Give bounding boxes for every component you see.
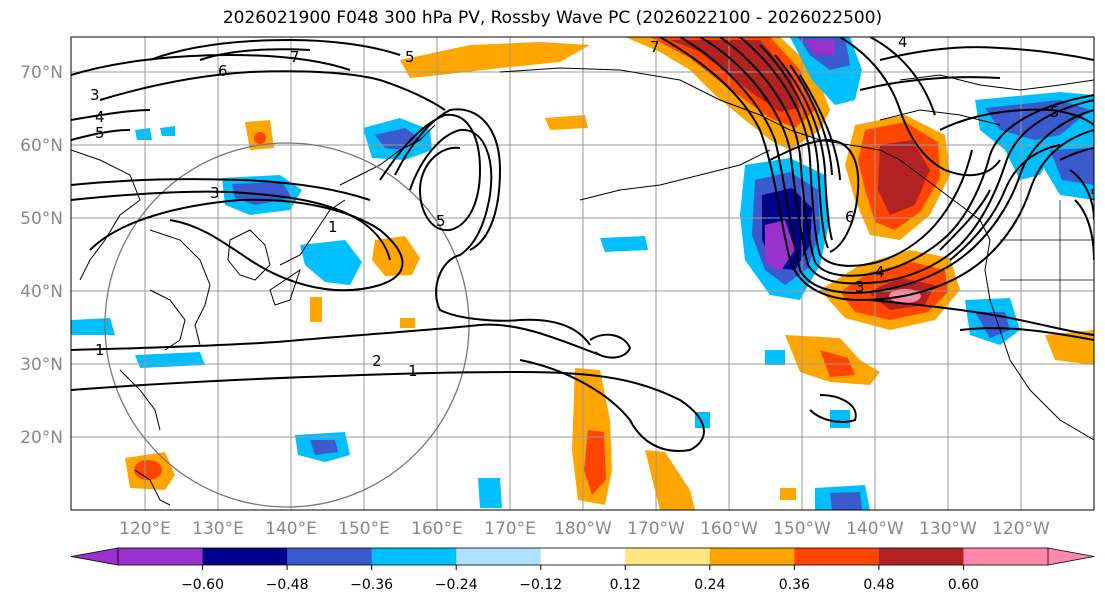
lat-label: 40°N	[20, 282, 63, 302]
lon-label: 130°W	[919, 519, 977, 539]
colorbar-tick-label: −0.48	[266, 577, 309, 593]
contour-label: 3	[90, 86, 100, 104]
colorbar-tick-label: −0.12	[519, 577, 562, 593]
contour-labels: 3 4 5 6 7 5 3 1 5 1 2 1 5 3 4 6 5 4 7	[90, 33, 1100, 380]
colorbar-swatch	[963, 548, 1049, 565]
map-border	[70, 36, 1095, 511]
contour-label: 1	[408, 362, 418, 380]
colorbar-swatch	[878, 548, 964, 565]
lon-label: 130°E	[192, 519, 244, 539]
lon-label: 150°W	[773, 519, 831, 539]
colorbar-swatch	[794, 548, 880, 565]
latitude-labels: 70°N 60°N 50°N 40°N 30°N 20°N	[20, 63, 63, 448]
shade-positive-alaska-inner	[670, 40, 800, 112]
contour-label: 5	[1090, 186, 1100, 204]
colorbar-tick-label: 0.12	[610, 577, 641, 593]
lon-label: 160°E	[411, 519, 463, 539]
chart-title: 2026021900 F048 300 hPa PV, Rossby Wave …	[222, 8, 883, 28]
pv-contours	[71, 37, 1094, 452]
colorbar-swatch	[625, 548, 711, 565]
lon-label: 180°W	[554, 519, 612, 539]
lat-label: 20°N	[20, 428, 63, 448]
contour-label: 6	[218, 62, 228, 80]
contour-label: 4	[875, 263, 885, 281]
colorbar-tick-label: 0.36	[779, 577, 810, 593]
shade-positive-streak1-core	[584, 430, 606, 495]
contour-label: 7	[290, 48, 300, 66]
coastlines	[71, 67, 1094, 506]
contour-label: 7	[650, 38, 660, 56]
shade-negative-sea	[300, 240, 362, 285]
colorbar-frame	[117, 547, 1049, 566]
contour-label: 3	[855, 278, 865, 296]
longitude-labels: 120°E 130°E 140°E 150°E 160°E 170°E 180°…	[119, 519, 1050, 539]
shade-positive-streak2	[645, 450, 695, 510]
contour-label: 5	[436, 212, 446, 230]
lon-label: 120°W	[992, 519, 1050, 539]
colorbar: −0.60 −0.48 −0.36 −0.24 −0.12 0.12 0.24 0.36 0.4…	[70, 547, 1095, 593]
lat-label: 50°N	[20, 209, 63, 229]
contour-label: 2	[372, 352, 382, 370]
contour-label: 6	[845, 208, 855, 226]
lon-label: 150°E	[338, 519, 390, 539]
colorbar-tick-label: 0.60	[948, 577, 979, 593]
colorbar-tick-label: −0.36	[350, 577, 393, 593]
colorbar-swatch	[709, 548, 795, 565]
colorbar-tick-label: 0.48	[863, 577, 894, 593]
lon-label: 120°E	[119, 519, 171, 539]
colorbar-extend-low	[70, 547, 119, 566]
lat-label: 30°N	[20, 355, 63, 375]
lon-label: 170°W	[627, 519, 685, 539]
lon-label: 140°W	[846, 519, 904, 539]
contour-label: 1	[328, 218, 338, 236]
colorbar-tick-label: −0.60	[181, 577, 224, 593]
colorbar-swatch	[456, 548, 542, 565]
colorbar-swatch	[287, 548, 373, 565]
shade-positive-arctic	[400, 42, 590, 78]
colorbar-extend-high	[1047, 547, 1095, 566]
shade-positive-bc-inner	[878, 140, 930, 215]
lat-label: 60°N	[20, 136, 63, 156]
lon-label: 160°W	[700, 519, 758, 539]
contour-label: 5	[1050, 103, 1060, 121]
colorbar-swatch	[371, 548, 457, 565]
contour-label: 4	[898, 33, 908, 51]
colorbar-swatch	[540, 548, 626, 565]
contour-label: 5	[95, 124, 105, 142]
colorbar-tick-label: 0.24	[694, 577, 725, 593]
contour-label: 4	[95, 108, 105, 126]
contour-label: 3	[210, 184, 220, 202]
lon-label: 170°E	[484, 519, 536, 539]
lon-label: 140°E	[265, 519, 317, 539]
colorbar-swatch	[202, 548, 288, 565]
range-circle	[104, 142, 470, 508]
colorbar-swatch	[118, 548, 204, 565]
colorbar-tick-label: −0.24	[435, 577, 478, 593]
contour-label: 1	[95, 341, 105, 359]
lat-label: 70°N	[20, 63, 63, 83]
contour-label: 5	[405, 48, 415, 66]
